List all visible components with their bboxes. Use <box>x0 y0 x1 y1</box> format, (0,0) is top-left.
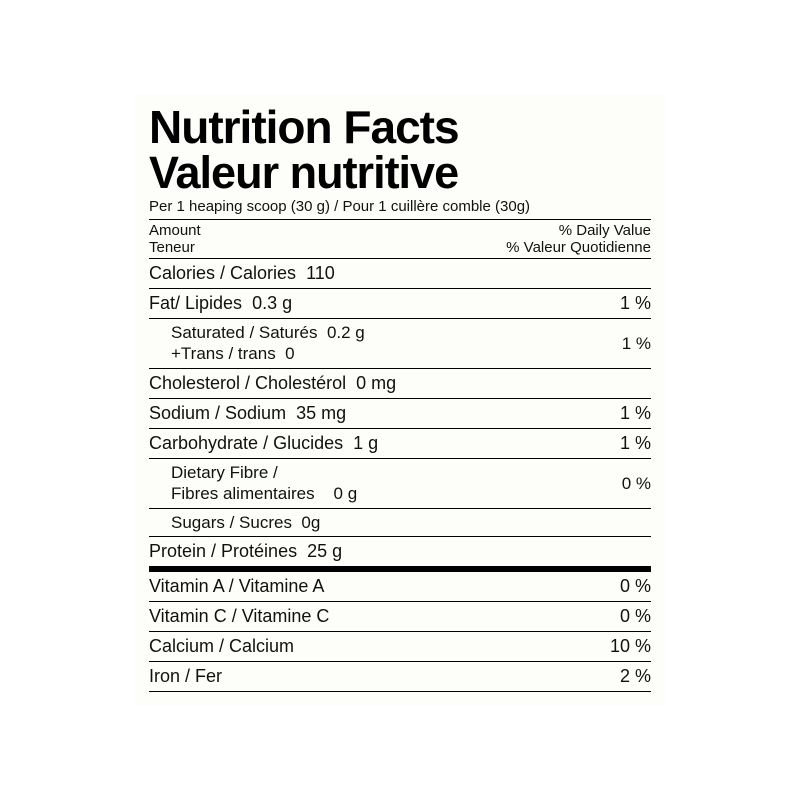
carb-row: Carbohydrate / Glucides 1 g 1 % <box>149 428 651 458</box>
title-block: Nutrition Facts Valeur nutritive <box>149 104 651 197</box>
sat-trans-dv: 1 % <box>622 334 651 354</box>
amount-label-fr: Teneur <box>149 239 201 256</box>
trans-label: +Trans / trans <box>171 344 276 363</box>
carb-amount: 1 g <box>353 433 378 453</box>
cholesterol-label: Cholesterol / Cholestérol <box>149 373 346 393</box>
carb-dv: 1 % <box>612 433 651 454</box>
vitamin-a-row: Vitamin A / Vitamine A 0 % <box>149 572 651 601</box>
fat-dv: 1 % <box>612 293 651 314</box>
calories-label: Calories / Calories <box>149 263 296 283</box>
amount-label-en: Amount <box>149 222 201 239</box>
fat-amount: 0.3 g <box>252 293 292 313</box>
sat-label: Saturated / Saturés <box>171 323 317 342</box>
cholesterol-row: Cholesterol / Cholestérol 0 mg <box>149 368 651 398</box>
vitamin-a-dv: 0 % <box>612 576 651 597</box>
serving-size: Per 1 heaping scoop (30 g) / Pour 1 cuil… <box>149 198 651 215</box>
fibre-dv: 0 % <box>622 474 651 494</box>
cholesterol-amount: 0 mg <box>356 373 396 393</box>
fibre-amount: 0 g <box>334 484 358 503</box>
nutrition-facts-panel: Nutrition Facts Valeur nutritive Per 1 h… <box>135 94 665 707</box>
sodium-label: Sodium / Sodium <box>149 403 286 423</box>
sugars-label: Sugars / Sucres <box>171 513 292 532</box>
dv-label-fr: % Valeur Quotidienne <box>506 239 651 256</box>
protein-label: Protein / Protéines <box>149 541 297 561</box>
protein-amount: 25 g <box>307 541 342 561</box>
fat-label: Fat/ Lipides <box>149 293 242 313</box>
vitamin-a-label: Vitamin A / Vitamine A <box>149 576 612 597</box>
carb-label: Carbohydrate / Glucides <box>149 433 343 453</box>
calcium-row: Calcium / Calcium 10 % <box>149 631 651 661</box>
dv-label-en: % Daily Value <box>506 222 651 239</box>
iron-label: Iron / Fer <box>149 666 612 687</box>
iron-dv: 2 % <box>612 666 651 687</box>
sat-trans-row: Saturated / Saturés 0.2 g +Trans / trans… <box>149 318 651 368</box>
title-en: Nutrition Facts <box>149 104 651 151</box>
vitamin-c-row: Vitamin C / Vitamine C 0 % <box>149 601 651 631</box>
fat-row: Fat/ Lipides 0.3 g 1 % <box>149 288 651 318</box>
protein-row: Protein / Protéines 25 g <box>149 536 651 566</box>
sodium-dv: 1 % <box>612 403 651 424</box>
fibre-label-fr: Fibres alimentaires <box>171 484 315 503</box>
calcium-dv: 10 % <box>602 636 651 657</box>
fibre-row: Dietary Fibre / Fibres alimentaires 0 g … <box>149 458 651 508</box>
vitamin-c-label: Vitamin C / Vitamine C <box>149 606 612 627</box>
sodium-amount: 35 mg <box>296 403 346 423</box>
sodium-row: Sodium / Sodium 35 mg 1 % <box>149 398 651 428</box>
calories-value: 110 <box>306 263 335 283</box>
calcium-label: Calcium / Calcium <box>149 636 602 657</box>
trans-amount: 0 <box>285 344 294 363</box>
sugars-row: Sugars / Sucres 0g <box>149 508 651 537</box>
iron-row: Iron / Fer 2 % <box>149 661 651 692</box>
fibre-label-en: Dietary Fibre / <box>171 463 357 483</box>
vitamin-c-dv: 0 % <box>612 606 651 627</box>
title-fr: Valeur nutritive <box>149 150 651 196</box>
column-headers: Amount Teneur % Daily Value % Valeur Quo… <box>149 220 651 258</box>
calories-row: Calories / Calories 110 <box>149 258 651 288</box>
sat-amount: 0.2 g <box>327 323 365 342</box>
sugars-amount: 0g <box>301 513 320 532</box>
